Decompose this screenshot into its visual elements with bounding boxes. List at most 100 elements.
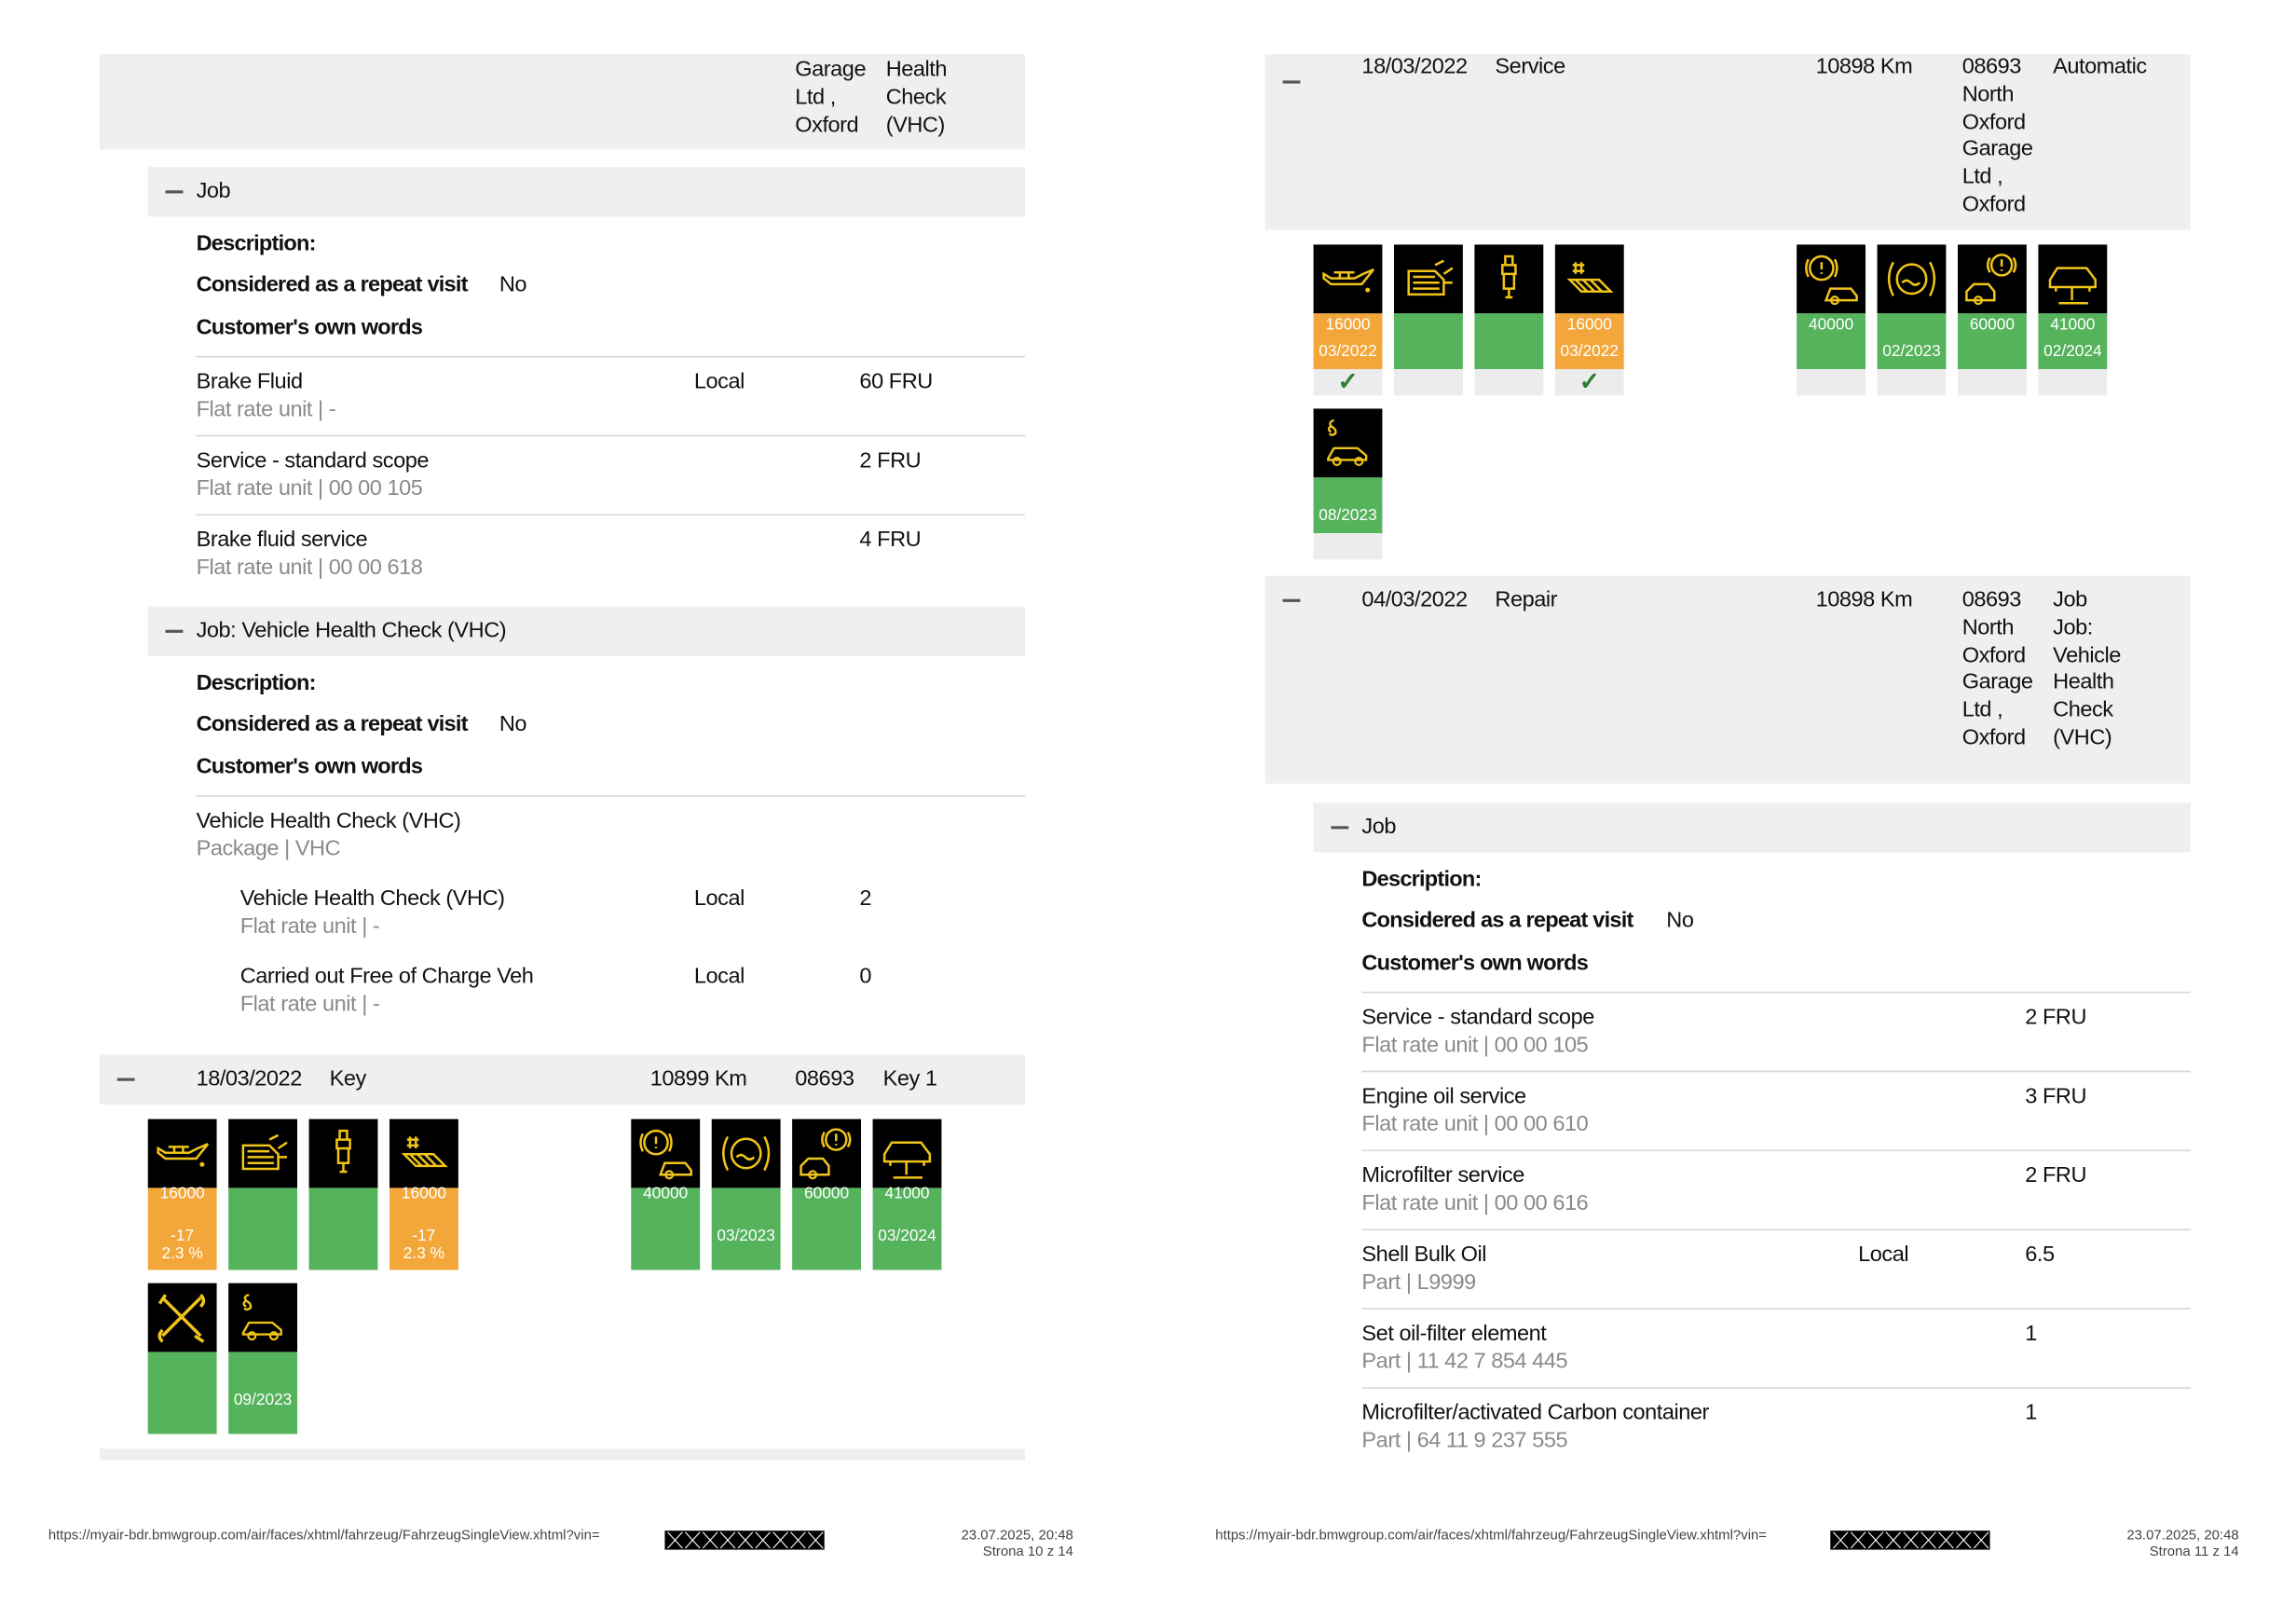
- visit-mileage: 10898 Km: [1815, 54, 1913, 79]
- item-sub: Part | L9999: [1361, 1270, 1476, 1296]
- item-sub: Package | VHC: [196, 836, 341, 862]
- item-amount: 1: [2025, 1321, 2037, 1347]
- status-tile: [711, 1188, 781, 1270]
- status-tile: [631, 1188, 701, 1270]
- tile-strip: [1877, 369, 1947, 396]
- header-cell: (VHC): [885, 112, 946, 138]
- item-sub: Flat rate unit | 00 00 616: [1361, 1190, 1589, 1216]
- tile-line: 03/2024: [878, 1227, 936, 1245]
- item-name: Set oil-filter element: [1361, 1321, 1547, 1347]
- divider: [196, 795, 1026, 797]
- warning-icon: [228, 1119, 298, 1188]
- tile-line: 03/2022: [1319, 342, 1377, 361]
- collapse-toggle[interactable]: [116, 1078, 135, 1081]
- warning-icon: [631, 1119, 701, 1188]
- visit-dealer: Garage: [1961, 136, 2033, 162]
- section-end: [99, 1448, 1025, 1461]
- visit-header: [99, 1054, 1025, 1105]
- warning-icon: [1554, 244, 1624, 314]
- header-cell: Check: [885, 84, 947, 110]
- warning-icon: [2038, 244, 2108, 314]
- footer-page: Strona 11 z 14: [2149, 1544, 2239, 1560]
- tile-strip: [1474, 369, 1544, 396]
- divider: [196, 434, 1026, 437]
- item-sub: Flat rate unit | 00 00 105: [196, 475, 423, 501]
- status-tile: [228, 1188, 298, 1270]
- status-tile: [147, 1352, 217, 1435]
- visit-dealer: Oxford: [1961, 109, 2026, 134]
- item-location: Local: [693, 369, 745, 394]
- item-sub: Flat rate unit | 00 00 618: [196, 555, 423, 581]
- item-amount: 60 FRU: [859, 369, 933, 394]
- tile-line: -17: [171, 1227, 195, 1245]
- visit-header: [1264, 575, 2191, 784]
- warning-icon: [308, 1119, 378, 1188]
- job-title: Job: [196, 178, 231, 204]
- collapse-toggle[interactable]: [1282, 598, 1301, 602]
- warning-icon: [1958, 244, 2027, 314]
- status-tile: [390, 1188, 458, 1270]
- item-name: Engine oil service: [1361, 1083, 1526, 1109]
- item-name: Brake Fluid: [196, 369, 304, 394]
- tile-line: 02/2023: [1882, 342, 1941, 361]
- visit-info: (VHC): [2053, 724, 2112, 750]
- job-header: [1313, 803, 2191, 853]
- divider: [1361, 1149, 2191, 1152]
- field-label: Description:: [1361, 867, 1482, 893]
- visit-dealer: Oxford: [1961, 642, 2026, 667]
- item-amount: 1: [2025, 1400, 2037, 1426]
- redaction-pattern: [1833, 1531, 1989, 1549]
- visit-dealer: 08693: [1961, 54, 2022, 79]
- visit-dealer: Oxford: [1961, 191, 2026, 217]
- item-name: Shell Bulk Oil: [1361, 1242, 1487, 1268]
- item-sub: Flat rate unit | -: [239, 913, 380, 940]
- divider: [1361, 1387, 2191, 1389]
- item-location: Local: [1858, 1242, 1909, 1268]
- tile-value: 40000: [643, 1185, 689, 1203]
- visit-date: 18/03/2022: [196, 1066, 303, 1091]
- warning-icon: [147, 1283, 217, 1352]
- divider: [1361, 1229, 2191, 1231]
- visit-info: Health: [2053, 669, 2114, 695]
- tile-value: 16000: [401, 1185, 446, 1203]
- status-tile: [1313, 477, 1383, 534]
- tile-value: 41000: [884, 1185, 930, 1203]
- item-sub: Flat rate unit | 00 00 105: [1361, 1032, 1589, 1058]
- divider: [196, 514, 1026, 516]
- tile-value: 16000: [1325, 316, 1371, 335]
- warning-icon: [1313, 408, 1383, 478]
- warning-icon: [228, 1283, 298, 1352]
- field-value: No: [499, 711, 527, 737]
- redacted: [664, 1531, 825, 1550]
- item-location: Local: [693, 886, 745, 912]
- visit-dealer: North: [1961, 614, 2015, 640]
- collapse-toggle[interactable]: [1331, 826, 1349, 829]
- collapse-toggle[interactable]: [165, 190, 184, 193]
- divider: [196, 355, 1026, 358]
- tile-value: 16000: [159, 1185, 205, 1203]
- collapse-toggle[interactable]: [1282, 80, 1301, 83]
- visit-type: Key: [329, 1066, 367, 1091]
- field-value: No: [499, 272, 527, 298]
- header-cell: Ltd ,: [795, 84, 836, 110]
- tile-strip: [1958, 369, 2027, 396]
- field-label: Description:: [196, 231, 317, 256]
- header-cell: Garage: [795, 57, 867, 83]
- item-name: Vehicle Health Check (VHC): [239, 886, 505, 912]
- visit-dealer: Oxford: [1961, 724, 2026, 750]
- tile-value: 40000: [1809, 316, 1854, 335]
- status-tile: [1958, 313, 2027, 370]
- tile-value: 41000: [2050, 316, 2096, 335]
- job-title: Job: [1361, 814, 1397, 840]
- field-label: Customer's own words: [196, 314, 423, 340]
- warning-icon: [390, 1119, 458, 1188]
- field-label: Considered as a repeat visit: [196, 272, 469, 298]
- field-label: Description:: [196, 670, 317, 696]
- visit-dealer: 08693: [1961, 587, 2022, 612]
- item-amount: 2 FRU: [2025, 1162, 2087, 1188]
- item-sub: Part | 64 11 9 237 555: [1361, 1428, 1568, 1453]
- collapse-toggle[interactable]: [165, 629, 184, 633]
- field-label: Customer's own words: [1361, 950, 1589, 976]
